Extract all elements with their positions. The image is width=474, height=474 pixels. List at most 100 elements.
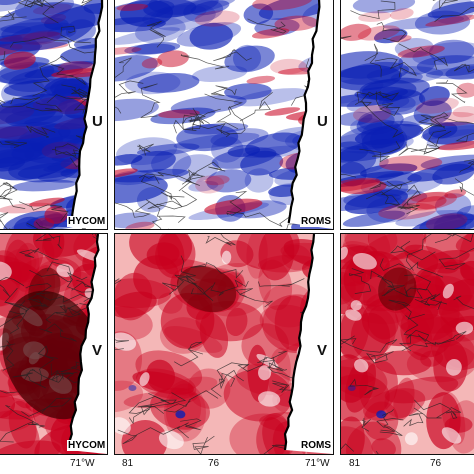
contour-line — [210, 279, 249, 296]
flow-anomaly-positive — [400, 310, 433, 361]
flow-anomaly-neutral — [0, 261, 12, 281]
flow-anomaly-positive — [115, 168, 138, 178]
contour-line — [257, 357, 288, 371]
flow-anomaly-positive — [378, 202, 437, 220]
contour-line — [453, 295, 474, 310]
contour-line — [267, 356, 301, 382]
contour-line — [237, 350, 287, 372]
field-map — [0, 0, 107, 229]
contour-line — [137, 393, 167, 416]
flow-anomaly-positive — [205, 175, 230, 186]
coastline — [71, 0, 104, 224]
field-map — [0, 234, 107, 454]
contour-line — [389, 240, 436, 261]
flow-anomaly-negative — [243, 3, 274, 25]
contour-line — [188, 108, 221, 125]
contour-line — [365, 180, 412, 206]
flow-anomaly-positive — [437, 140, 474, 151]
field-map — [341, 0, 474, 229]
flow-anomaly-negative — [0, 64, 84, 84]
contour-line — [369, 180, 403, 190]
flow-anomaly-positive — [341, 304, 370, 360]
flow-anomaly-negative — [232, 44, 262, 72]
contour-line — [459, 159, 474, 173]
contour-line — [350, 0, 396, 20]
contour-line — [364, 43, 382, 78]
contour-line — [173, 117, 201, 134]
contour-line — [379, 258, 444, 278]
flow-anomaly-neutral — [446, 358, 462, 376]
contour-line — [9, 36, 100, 54]
contour-line — [139, 172, 192, 192]
flow-anomaly-positive — [176, 265, 237, 313]
contour-line — [247, 18, 287, 34]
flow-anomaly-negative — [240, 150, 284, 176]
flow-anomaly-negative — [115, 17, 166, 33]
flow-anomaly-positive — [262, 417, 291, 454]
flow-anomaly-positive — [246, 75, 276, 84]
flow-anomaly-positive — [415, 196, 447, 210]
flow-anomaly-positive — [204, 198, 263, 215]
flow-anomaly-positive — [115, 291, 157, 319]
flow-anomaly-neutral — [257, 391, 281, 407]
flow-anomaly-negative — [375, 172, 422, 186]
flow-anomaly-negative — [172, 154, 219, 183]
contour-line — [210, 362, 248, 397]
contour-line — [192, 435, 215, 454]
model-label-v-hycom: HYCOM — [67, 440, 107, 451]
contour-line — [146, 20, 166, 48]
contour-line — [445, 406, 462, 419]
contour-line — [205, 234, 236, 246]
contour-line — [406, 234, 453, 271]
contour-line — [151, 215, 186, 229]
land-mask — [285, 234, 333, 454]
flow-anomaly-positive — [157, 50, 189, 68]
xtick-col3-mid: 76 — [430, 458, 442, 469]
flow-anomaly-positive — [225, 307, 248, 337]
flow-anomaly-positive — [264, 107, 301, 116]
contour-line — [213, 48, 252, 62]
flow-anomaly-neutral — [442, 283, 454, 299]
contour-line — [0, 421, 45, 443]
contour-line — [204, 93, 243, 130]
flow-anomaly-positive — [0, 410, 34, 432]
flow-anomaly-negative — [190, 0, 230, 16]
contour-line — [398, 43, 449, 70]
contour-line — [18, 201, 69, 222]
flow-anomaly-positive — [378, 267, 417, 311]
flow-anomaly-positive — [236, 234, 300, 270]
contour-line — [239, 92, 273, 122]
flow-anomaly-negative — [115, 212, 158, 229]
flow-anomaly-negative — [156, 0, 236, 18]
flow-anomaly-positive — [430, 111, 474, 127]
flow-anomaly-negative — [428, 39, 474, 64]
variable-label-u-col2: U — [317, 113, 328, 130]
flow-anomaly-positive — [393, 377, 415, 421]
coastline — [287, 0, 321, 224]
contour-line — [190, 262, 244, 279]
coastline — [67, 234, 100, 451]
flow-anomaly-positive — [251, 28, 290, 39]
contour-line — [45, 303, 79, 324]
flow-anomaly-positive — [341, 416, 365, 454]
flow-anomaly-negative — [131, 42, 181, 55]
flow-anomaly-neutral — [350, 300, 362, 311]
contour-line — [434, 6, 474, 22]
flow-anomaly-positive — [165, 387, 202, 434]
contour-line — [0, 212, 9, 229]
flow-anomaly-neutral — [441, 427, 462, 444]
contour-line — [361, 417, 371, 432]
flow-anomaly-negative — [183, 0, 224, 23]
model-label-v-roms: ROMS — [300, 440, 332, 451]
flow-anomaly-positive — [358, 11, 392, 22]
flow-anomaly-positive — [135, 350, 203, 392]
contour-line — [176, 418, 202, 439]
land-mask — [68, 234, 107, 454]
flow-anomaly-negative — [422, 121, 474, 145]
contour-line — [0, 310, 25, 327]
flow-anomaly-neutral — [258, 365, 272, 381]
contour-line — [413, 399, 452, 419]
contour-line — [436, 79, 468, 103]
contour-line — [163, 390, 219, 413]
land-mask — [288, 0, 333, 229]
